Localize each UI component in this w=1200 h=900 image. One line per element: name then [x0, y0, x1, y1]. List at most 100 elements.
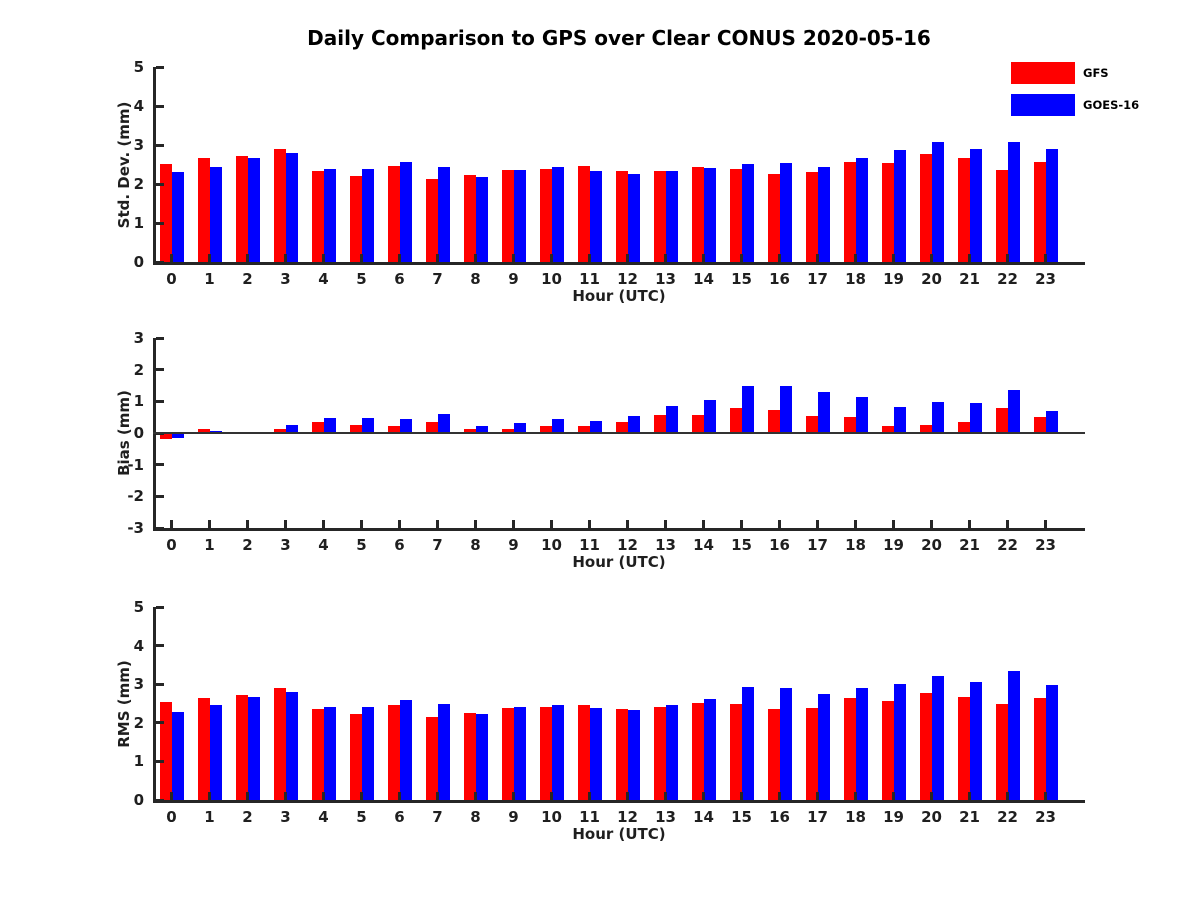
x-tick — [246, 792, 249, 800]
x-tick — [968, 520, 971, 528]
bar-rms-gfs-h19 — [881, 701, 894, 800]
chart-title: Daily Comparison to GPS over Clear CONUS… — [307, 26, 931, 50]
x-tick — [284, 254, 287, 262]
bar-bias-goes16-h17 — [817, 392, 830, 433]
bar-rms-goes16-h0 — [171, 711, 184, 800]
bar-bias-gfs-h5 — [349, 424, 362, 433]
x-tick-label: 7 — [432, 536, 443, 554]
x-tick — [360, 520, 363, 528]
bar-bias-goes16-h16 — [779, 386, 792, 433]
x-tick — [436, 520, 439, 528]
x-tick-label: 21 — [959, 270, 980, 288]
bar-std-dev-gfs-h20 — [919, 154, 932, 262]
bar-bias-goes16-h6 — [399, 418, 412, 433]
y-tick — [156, 494, 164, 498]
bar-rms-gfs-h3 — [273, 687, 286, 800]
bar-std-dev-gfs-h8 — [463, 175, 476, 262]
x-tick-label: 7 — [432, 270, 443, 288]
bar-rms-goes16-h15 — [741, 687, 754, 800]
x-tick — [284, 520, 287, 528]
y-tick-label: 2 — [133, 175, 144, 193]
bar-rms-gfs-h14 — [691, 703, 704, 800]
x-tick-label: 11 — [579, 270, 600, 288]
x-axis-label-bias: Hour (UTC) — [572, 553, 666, 571]
bar-bias-goes16-h20 — [931, 402, 944, 433]
x-tick-label: 6 — [394, 536, 405, 554]
x-tick — [550, 792, 553, 800]
bar-bias-goes16-h13 — [665, 406, 678, 433]
x-tick-label: 8 — [470, 536, 481, 554]
x-tick-label: 1 — [204, 270, 215, 288]
y-axis-label-std-dev: Std. Dev. (mm) — [115, 101, 133, 228]
x-tick — [512, 520, 515, 528]
x-tick — [1006, 520, 1009, 528]
bar-bias-goes16-h19 — [893, 406, 906, 433]
x-tick — [854, 254, 857, 262]
bar-rms-gfs-h20 — [919, 693, 932, 800]
plot-area-bias — [153, 338, 1085, 528]
y-tick-label: 3 — [133, 136, 144, 154]
x-tick-label: 6 — [394, 808, 405, 826]
x-tick — [1006, 792, 1009, 800]
y-tick — [156, 644, 164, 648]
bar-rms-goes16-h7 — [437, 703, 450, 800]
bar-std-dev-gfs-h10 — [539, 169, 552, 262]
bar-bias-gfs-h18 — [843, 417, 856, 433]
legend-item-gfs: GFS — [1011, 62, 1139, 84]
x-tick — [588, 254, 591, 262]
x-tick — [1044, 520, 1047, 528]
y-tick-label: 5 — [133, 58, 144, 76]
y-tick — [156, 682, 164, 686]
bar-std-dev-goes16-h14 — [703, 167, 716, 262]
x-tick — [664, 792, 667, 800]
bar-bias-goes16-h12 — [627, 416, 640, 433]
y-tick — [156, 182, 164, 186]
bar-rms-goes16-h12 — [627, 710, 640, 800]
x-tick — [436, 254, 439, 262]
x-tick-label: 20 — [921, 270, 942, 288]
bar-bias-gfs-h3 — [273, 428, 286, 433]
bar-rms-gfs-h8 — [463, 713, 476, 800]
bar-rms-goes16-h16 — [779, 687, 792, 800]
legend-label-gfs: GFS — [1083, 66, 1109, 80]
y-tick-label: 0 — [133, 791, 144, 809]
bar-rms-gfs-h15 — [729, 703, 742, 800]
y-tick-label: 2 — [133, 713, 144, 732]
x-axis-spine — [153, 800, 1085, 803]
x-tick — [1044, 792, 1047, 800]
bar-bias-gfs-h4 — [311, 422, 324, 433]
x-tick-label: 3 — [280, 270, 291, 288]
x-tick — [702, 254, 705, 262]
bar-std-dev-goes16-h12 — [627, 173, 640, 262]
bar-std-dev-gfs-h17 — [805, 172, 818, 262]
bar-std-dev-goes16-h15 — [741, 163, 754, 262]
x-tick — [816, 520, 819, 528]
bar-rms-gfs-h17 — [805, 707, 818, 800]
x-tick — [816, 792, 819, 800]
zero-line — [153, 431, 1085, 435]
x-tick-label: 15 — [731, 808, 752, 826]
bar-std-dev-goes16-h10 — [551, 167, 564, 262]
y-tick — [156, 463, 164, 467]
x-tick-label: 11 — [579, 808, 600, 826]
x-tick — [626, 792, 629, 800]
y-tick — [156, 721, 164, 725]
x-tick — [778, 792, 781, 800]
x-tick-label: 20 — [921, 536, 942, 554]
x-tick — [930, 792, 933, 800]
bar-bias-gfs-h8 — [463, 428, 476, 433]
bar-std-dev-goes16-h18 — [855, 158, 868, 262]
x-tick — [208, 520, 211, 528]
bar-rms-gfs-h5 — [349, 714, 362, 800]
bar-rms-goes16-h20 — [931, 676, 944, 800]
y-tick — [156, 526, 164, 530]
x-tick-label: 21 — [959, 536, 980, 554]
bar-std-dev-goes16-h16 — [779, 163, 792, 262]
bar-bias-goes16-h4 — [323, 418, 336, 433]
x-tick-label: 3 — [280, 536, 291, 554]
legend-swatch-goes16 — [1011, 94, 1075, 116]
y-axis-spine — [153, 67, 156, 265]
bar-bias-goes16-h18 — [855, 396, 868, 433]
x-tick-label: 22 — [997, 808, 1018, 826]
x-tick — [664, 520, 667, 528]
